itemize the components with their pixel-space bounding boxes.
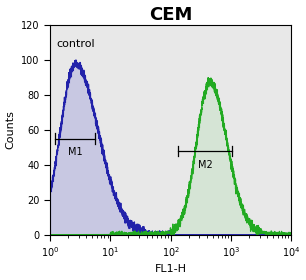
Text: M1: M1 [68, 147, 82, 157]
Text: control: control [56, 39, 95, 49]
Y-axis label: Counts: Counts [6, 110, 16, 149]
Title: CEM: CEM [149, 6, 192, 24]
X-axis label: FL1-H: FL1-H [155, 264, 187, 274]
Text: M2: M2 [198, 160, 212, 170]
